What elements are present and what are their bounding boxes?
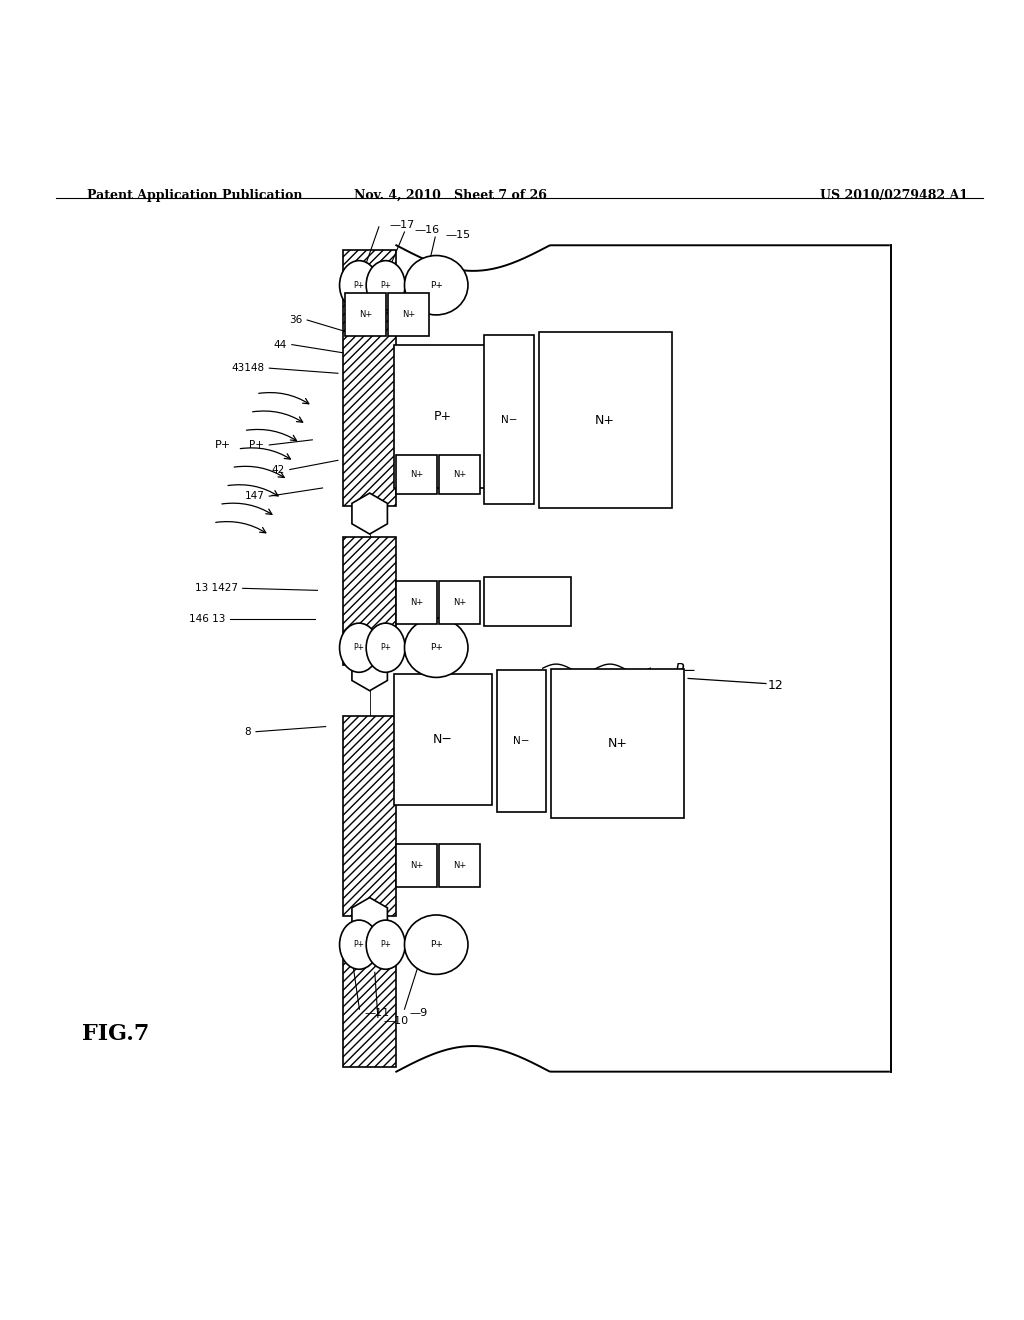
Bar <box>388 293 429 337</box>
Text: 13 1427: 13 1427 <box>195 583 238 593</box>
Text: N−: N− <box>513 735 529 746</box>
Text: US 2010/0279482 A1: US 2010/0279482 A1 <box>819 189 968 202</box>
Bar <box>343 537 396 665</box>
Text: P+: P+ <box>380 281 391 289</box>
Ellipse shape <box>404 618 468 677</box>
Text: FIG.7: FIG.7 <box>82 1023 150 1044</box>
Text: P+: P+ <box>430 940 442 949</box>
Text: P+: P+ <box>380 940 391 949</box>
Bar <box>484 335 534 504</box>
Text: 43148: 43148 <box>231 363 264 374</box>
Ellipse shape <box>367 623 406 672</box>
Bar <box>551 669 684 817</box>
Ellipse shape <box>340 260 379 310</box>
Bar <box>343 251 396 507</box>
Polygon shape <box>352 649 387 690</box>
Text: N+: N+ <box>411 470 423 479</box>
Text: N+: N+ <box>454 470 466 479</box>
Text: P+: P+ <box>430 281 442 289</box>
Text: 146 13: 146 13 <box>188 614 225 624</box>
Text: Patent Application Publication: Patent Application Publication <box>87 189 302 202</box>
Bar <box>539 333 672 508</box>
Text: 8: 8 <box>245 727 251 737</box>
Text: N+: N+ <box>454 598 466 607</box>
Text: P+: P+ <box>434 409 452 422</box>
Text: —10: —10 <box>383 1016 409 1027</box>
Text: Nov. 4, 2010   Sheet 7 of 26: Nov. 4, 2010 Sheet 7 of 26 <box>354 189 547 202</box>
Text: 42: 42 <box>271 465 285 474</box>
Bar <box>394 345 492 488</box>
Bar <box>343 717 396 916</box>
Text: 147: 147 <box>245 491 264 502</box>
Polygon shape <box>352 898 387 939</box>
Text: P+: P+ <box>215 440 231 450</box>
Ellipse shape <box>367 920 406 969</box>
Text: —17: —17 <box>389 220 415 230</box>
Bar <box>394 675 492 805</box>
Bar <box>343 946 396 1067</box>
Text: —16: —16 <box>415 224 440 235</box>
Bar <box>343 251 396 507</box>
Bar <box>343 537 396 665</box>
Ellipse shape <box>404 256 468 315</box>
Bar <box>439 845 480 887</box>
Text: 36: 36 <box>289 315 302 325</box>
Text: 12: 12 <box>768 678 783 692</box>
Text: N+: N+ <box>607 737 628 750</box>
Text: N+: N+ <box>359 310 372 319</box>
Text: N−: N− <box>501 414 517 425</box>
Text: —11: —11 <box>365 1008 390 1018</box>
Bar <box>439 455 480 494</box>
Text: N+: N+ <box>411 862 423 870</box>
Polygon shape <box>352 494 387 535</box>
Text: 44: 44 <box>273 339 287 350</box>
Text: N+: N+ <box>454 862 466 870</box>
Text: N−: N− <box>433 734 453 746</box>
Text: P+: P+ <box>430 643 442 652</box>
Text: —9: —9 <box>410 1008 428 1018</box>
Text: P−: P− <box>675 663 697 677</box>
Bar <box>345 293 386 337</box>
Bar <box>497 671 546 812</box>
Bar <box>396 455 437 494</box>
Text: N+: N+ <box>402 310 415 319</box>
Bar <box>343 717 396 916</box>
Bar <box>396 845 437 887</box>
Bar <box>396 581 437 624</box>
Ellipse shape <box>340 623 379 672</box>
Text: N+: N+ <box>595 414 615 426</box>
Text: P+: P+ <box>353 643 365 652</box>
Text: P+: P+ <box>249 440 264 450</box>
Ellipse shape <box>404 915 468 974</box>
Ellipse shape <box>340 920 379 969</box>
Bar <box>484 577 571 626</box>
Text: P+: P+ <box>353 281 365 289</box>
Text: P+: P+ <box>380 643 391 652</box>
Ellipse shape <box>367 260 406 310</box>
Text: N+: N+ <box>411 598 423 607</box>
Text: P+: P+ <box>353 940 365 949</box>
Bar <box>343 946 396 1067</box>
Bar <box>439 581 480 624</box>
Text: —15: —15 <box>445 230 471 240</box>
